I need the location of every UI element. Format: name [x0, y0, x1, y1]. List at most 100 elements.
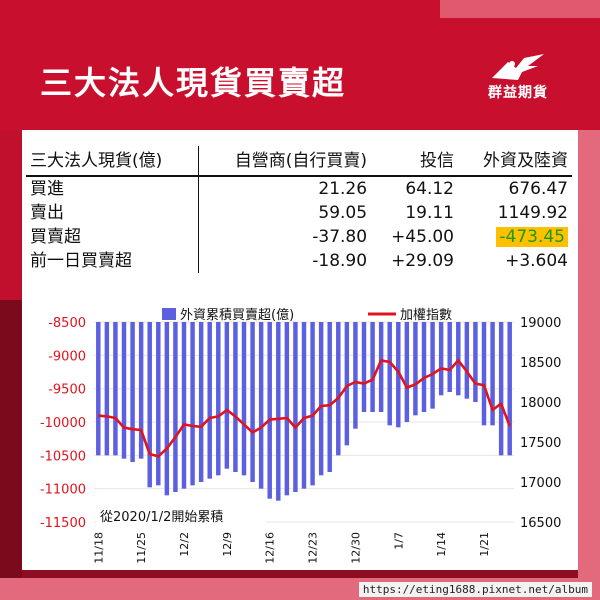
bar [378, 322, 384, 412]
bar [464, 322, 470, 399]
table-header-row: 三大法人現貨(億) 自營商(自行買賣) 投信 外資及陸資 [26, 146, 572, 177]
bar [336, 322, 341, 456]
chart-note: 從2020/1/2開始累積 [100, 510, 223, 525]
legend-bar-swatch [162, 308, 176, 320]
y-right-tick-label: 18000 [520, 396, 561, 411]
row-label: 前一日買賣超 [26, 249, 200, 273]
decor-strip [440, 0, 600, 18]
y-left-tick-label: -9000 [48, 349, 86, 364]
bar [353, 322, 358, 429]
bar [507, 322, 512, 456]
bar [301, 322, 307, 489]
bar [327, 322, 332, 472]
footer-url: https://eting1688.pixnet.net/album [358, 582, 592, 597]
bar [430, 322, 435, 409]
bar [156, 322, 161, 486]
bar [498, 322, 504, 456]
y-left-tick-label: -9500 [48, 383, 86, 398]
bar [267, 322, 272, 499]
page-title: 三大法人現貨買賣超 [40, 64, 347, 102]
bar [310, 322, 315, 486]
institutional-flow-table: 三大法人現貨(億) 自營商(自行買賣) 投信 外資及陸資 買進 21.26 64… [26, 146, 572, 273]
column-header: 三大法人現貨(億) [26, 146, 200, 177]
bar [481, 322, 487, 426]
bar [438, 322, 444, 396]
table-cell: 1149.92 [497, 203, 568, 223]
x-tick-label: 1/14 [435, 532, 448, 557]
bar [138, 322, 144, 459]
y-right-tick-label: 17500 [520, 436, 561, 451]
legend-line-label: 加權指數 [400, 308, 452, 323]
bar [370, 322, 375, 412]
bar [173, 322, 178, 492]
content-panel: 三大法人現貨(億) 自營商(自行買賣) 投信 外資及陸資 買進 21.26 64… [22, 130, 578, 570]
bar [258, 322, 264, 489]
bar [361, 322, 367, 412]
table-cell: 64.12 [405, 179, 454, 199]
table-cell: 19.11 [405, 203, 454, 223]
bar [456, 322, 461, 396]
bar [130, 322, 135, 462]
y-right-tick-label: 18500 [520, 356, 561, 371]
row-label: 買賣超 [26, 225, 200, 249]
table-row: 買賣超 -37.80 +45.00 -473.45 [26, 225, 572, 249]
bar [404, 322, 410, 422]
x-tick-label: 12/23 [307, 532, 320, 564]
y-right-tick-label: 17000 [520, 476, 561, 491]
x-tick-label: 11/18 [92, 532, 105, 564]
bar [233, 322, 238, 472]
column-header: 投信 [371, 146, 458, 177]
y-left-tick-label: -11000 [40, 483, 86, 498]
table-cell-highlight: -473.45 [458, 225, 572, 249]
bar [387, 322, 392, 426]
y-left-tick-label: -10500 [40, 449, 86, 464]
highlight-badge: -473.45 [496, 227, 568, 247]
decor-left-band [0, 300, 22, 590]
bar [181, 322, 187, 489]
table-cell: 59.05 [318, 203, 368, 223]
column-header: 外資及陸資 [457, 146, 572, 177]
x-tick-label: 12/30 [349, 532, 362, 564]
bar [207, 322, 212, 479]
table-cell: 21.26 [318, 179, 368, 199]
bar [164, 322, 170, 496]
table-cell: -18.90 [312, 251, 368, 271]
brand-name: 群益期貨 [488, 85, 548, 101]
table-cell: +29.09 [391, 251, 454, 271]
bar [421, 322, 427, 412]
bar [104, 322, 110, 456]
bar [293, 322, 298, 492]
bar [216, 322, 221, 476]
x-tick-label: 12/16 [264, 532, 277, 564]
table-row: 買進 21.26 64.12 676.47 [26, 176, 572, 201]
bar [396, 322, 401, 428]
bar [241, 322, 247, 476]
table-cell: -37.80 [312, 227, 368, 247]
row-label: 賣出 [26, 201, 200, 225]
note-background [96, 506, 266, 526]
table-cell: 676.47 [508, 179, 568, 199]
brand-logo: 群益期貨 [478, 52, 558, 101]
y-right-tick-label: 19000 [520, 316, 561, 331]
y-right-tick-label: 16500 [520, 516, 561, 531]
bar [147, 322, 152, 488]
x-tick-label: 1/21 [478, 532, 491, 557]
bar [318, 322, 324, 476]
bar [490, 322, 495, 426]
table-cell: +45.00 [391, 227, 454, 247]
bar [250, 322, 255, 482]
column-header: 自營商(自行買賣) [198, 146, 372, 177]
bar [121, 322, 127, 459]
index-line [98, 359, 511, 458]
foreign-flow-index-chart: -8500 -9000 -9500 -10000 -10500 -11000 -11500 1… [40, 307, 561, 564]
bar [96, 322, 101, 456]
bar [344, 322, 350, 446]
table-row: 前一日買賣超 -18.90 +29.09 +3.604 [26, 249, 572, 273]
bar [113, 322, 118, 456]
row-label: 買進 [26, 176, 200, 201]
header-background [0, 0, 600, 130]
bar [190, 322, 195, 486]
x-tick-label: 12/2 [178, 532, 191, 557]
bar [276, 322, 281, 501]
table-row: 賣出 59.05 19.11 1149.92 [26, 201, 572, 225]
